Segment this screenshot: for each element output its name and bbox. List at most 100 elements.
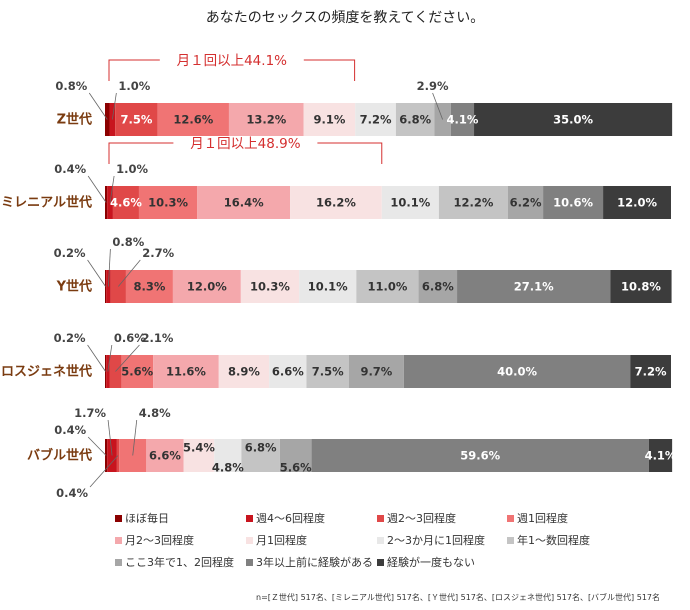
data-label: 10.3% (250, 280, 290, 294)
data-label: 1.0% (116, 162, 148, 176)
bar-segment (269, 355, 307, 388)
leader-line (432, 92, 443, 120)
category-label: ミレニアル世代 (1, 195, 92, 211)
bar-segment (121, 355, 154, 388)
legend-label: 週2～3回程度 (387, 511, 456, 525)
data-label: 5.4% (183, 441, 215, 455)
bar-segment (418, 270, 458, 303)
bar-segment (241, 439, 280, 472)
data-label: 10.1% (308, 280, 348, 294)
label-group: Z世代 0.8% 1.0% 7.5% 12.6% 13.2% 9.1% 7.2% 6.8% 2.9… (1, 79, 677, 500)
data-label: 11.6% (166, 365, 206, 379)
data-label: 6.8% (245, 441, 277, 455)
data-label: 4.1% (645, 449, 677, 463)
bar-segment (381, 186, 439, 219)
data-label: 10.6% (553, 196, 593, 210)
bar-segment (403, 355, 631, 388)
legend-label: 2～3か月に1回程度 (387, 533, 485, 547)
legend-swatch (507, 537, 514, 544)
bar-segment (107, 186, 113, 219)
data-label: 7.5% (120, 113, 152, 127)
leader-line (109, 175, 115, 203)
bar-segment (348, 355, 404, 388)
legend-swatch (377, 515, 384, 522)
leader-line (111, 92, 117, 120)
bracket-line (317, 142, 383, 164)
bar-segment (146, 439, 184, 472)
data-label: 6.6% (149, 449, 181, 463)
bracket-line (108, 142, 174, 164)
data-label: 10.8% (621, 280, 661, 294)
legend-swatch (246, 515, 253, 522)
data-label: 4.8% (212, 461, 244, 475)
bar-segment (474, 103, 673, 136)
data-label: 6.6% (272, 365, 304, 379)
legend-label: 年1～数回程度 (517, 533, 590, 547)
bracket-label: 月１回以上48.9% (190, 136, 301, 152)
bar-segment (290, 186, 382, 219)
data-label: 7.2% (360, 113, 392, 127)
data-label: 59.6% (460, 449, 500, 463)
data-label: 4.8% (139, 406, 171, 420)
data-label: 10.3% (148, 196, 188, 210)
leader-line (87, 436, 107, 456)
category-label: Y世代 (56, 279, 92, 295)
leader-line (89, 455, 119, 488)
data-label: 4.6% (110, 196, 142, 210)
bar-segment (306, 355, 349, 388)
leader-line (115, 344, 140, 372)
legend-label: 週4～6回程度 (256, 511, 325, 525)
bracket-line (108, 59, 160, 81)
legend-swatch (246, 537, 253, 544)
bar-segment (450, 103, 475, 136)
leader-line (107, 419, 113, 456)
data-label: 35.0% (553, 113, 593, 127)
legend-swatch (246, 559, 253, 566)
bar-group (105, 103, 673, 472)
bar-segment (112, 186, 139, 219)
bar-segment (610, 270, 672, 303)
legend-label: 3年以上前に経験がある (256, 555, 373, 569)
legend-label: 月2～3回程度 (125, 533, 194, 547)
data-label: 0.6% (114, 331, 146, 345)
legend-swatch (377, 537, 384, 544)
leader-line (107, 344, 113, 372)
legend-label: 経験が一度もない (387, 555, 475, 569)
bar-segment (279, 439, 312, 472)
data-label: 1.7% (74, 406, 106, 420)
bar-segment (648, 439, 673, 472)
data-label: 0.8% (55, 79, 87, 93)
bar-segment (303, 103, 356, 136)
bar-segment (543, 186, 604, 219)
data-label: 27.1% (514, 280, 554, 294)
data-label: 12.0% (617, 196, 657, 210)
leader-line (87, 259, 106, 287)
data-label: 2.9% (417, 79, 449, 93)
data-label: 7.2% (635, 365, 667, 379)
bar-segment (183, 439, 215, 472)
bar-segment (299, 270, 357, 303)
legend-label: ここ3年で1、2回程度 (125, 555, 234, 569)
data-label: 12.6% (173, 113, 213, 127)
bar-segment (138, 186, 198, 219)
category-label: バブル世代 (27, 448, 92, 464)
leader-line (117, 259, 141, 287)
bracket-label: 月１回以上44.1% (177, 53, 288, 69)
leader-line (87, 175, 107, 203)
bar-segment (218, 355, 270, 388)
leader-line (107, 248, 111, 287)
bar-segment (197, 186, 291, 219)
data-label: 0.2% (54, 331, 86, 345)
category-label: ロスジェネ世代 (1, 364, 92, 380)
data-label: 9.1% (313, 113, 345, 127)
legend-swatch (377, 559, 384, 566)
data-label: 12.0% (187, 280, 227, 294)
legend-label: ほぼ毎日 (125, 512, 169, 525)
data-label: 4.1% (446, 113, 478, 127)
leader-line (88, 92, 108, 120)
data-label: 6.8% (399, 113, 431, 127)
bracket-line (303, 59, 356, 81)
sample-size-note: n=[Ｚ世代] 517名、[ミレニアル世代] 517名、[Ｙ世代] 517名、[… (256, 592, 660, 602)
